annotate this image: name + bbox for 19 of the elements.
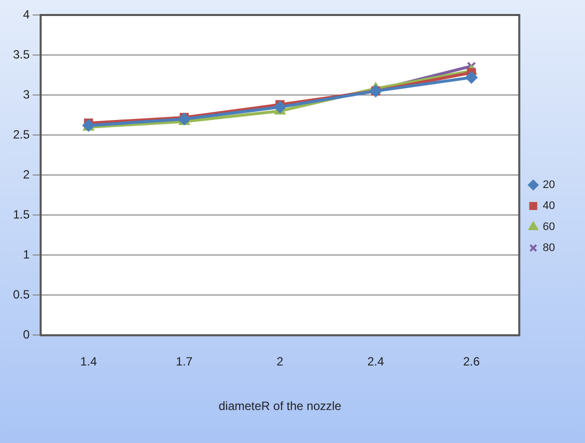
y-tick-label: 2 <box>22 167 30 182</box>
x-tick-label: 2 <box>276 354 284 369</box>
y-tick-label: 0.5 <box>12 287 30 302</box>
legend-label: 40 <box>542 200 556 212</box>
y-tick-label: 1.5 <box>12 207 30 222</box>
y-tick-label: 3 <box>22 87 30 102</box>
y-tick-label: 3.5 <box>12 47 30 62</box>
legend-label: 80 <box>542 242 556 254</box>
x-tick-label: 1.4 <box>80 354 98 369</box>
y-tick-label: 0 <box>22 328 30 342</box>
x-axis-title: diameteR of the nozzle <box>218 399 342 414</box>
x-tick-label: 2.6 <box>463 354 480 369</box>
legend-label: 60 <box>542 221 556 234</box>
legend-label: 20 <box>542 179 556 192</box>
y-tick-label: 4 <box>22 7 30 22</box>
x-tick-label: 2.4 <box>367 354 384 369</box>
x-tick-label: 1.7 <box>176 354 193 369</box>
y-tick-label: 1 <box>22 247 30 262</box>
y-tick-label: 2.5 <box>12 127 30 142</box>
